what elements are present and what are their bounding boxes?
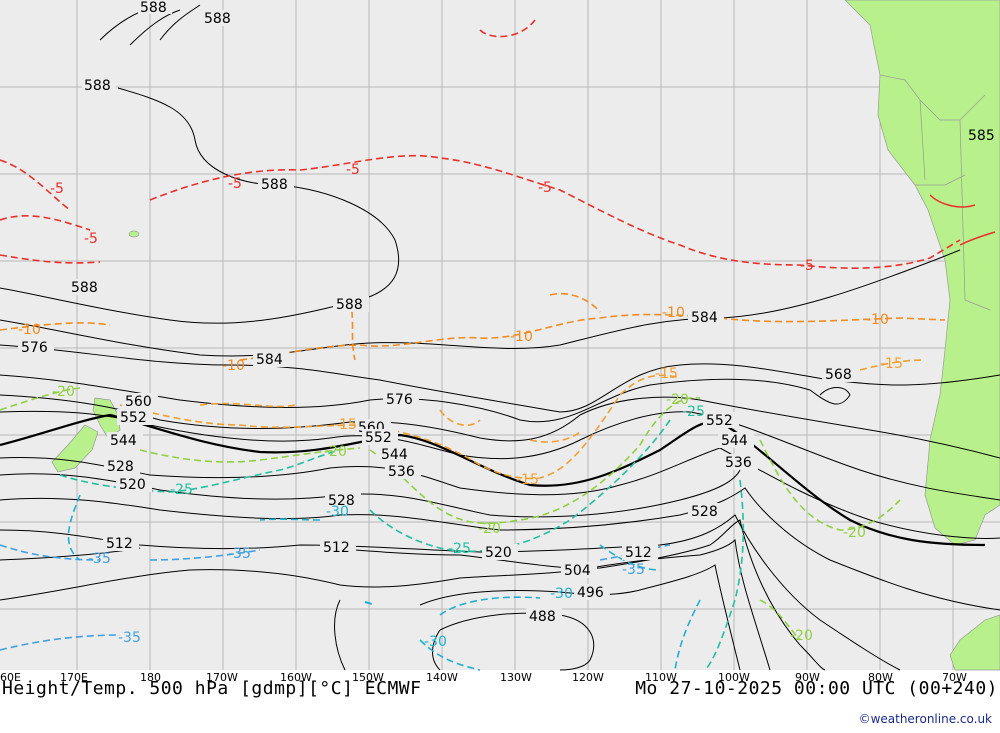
height-label: 552	[365, 430, 392, 446]
height-label: 520	[119, 477, 146, 493]
lon-label: 150W	[352, 671, 384, 684]
temp-label: -30	[424, 634, 447, 650]
temp-label: -20	[324, 444, 347, 460]
height-label: 512	[625, 545, 652, 561]
lon-label: 60E	[0, 671, 21, 684]
temp-label: -20	[478, 521, 501, 537]
antarctic-peninsula-land	[128, 230, 1000, 671]
height-label: 536	[388, 464, 415, 480]
height-label: 552	[706, 413, 733, 429]
temp-label: -35	[118, 630, 141, 646]
lon-label: 120W	[572, 671, 604, 684]
height-label: 520	[485, 545, 512, 561]
temp-label: -35	[622, 562, 645, 578]
lon-label: 170W	[206, 671, 238, 684]
temp-label: -20	[843, 525, 866, 541]
height-label: 512	[323, 540, 350, 556]
height-label: 588	[204, 11, 231, 27]
height-label: 488	[529, 609, 556, 625]
temp-label: -5	[84, 231, 98, 247]
height-labels: 588 588 588 588 588 588 584 584 576 576 …	[18, 0, 995, 625]
height-label: 568	[825, 367, 852, 383]
height-label: 584	[256, 352, 283, 368]
temp-label: -15	[655, 366, 678, 382]
height-label: 552	[120, 410, 147, 426]
lat-lon-grid	[0, 0, 1000, 670]
height-label: 588	[261, 177, 288, 193]
forecast-time: Mo 27-10-2025 00:00 UTC (00+240)	[635, 678, 998, 699]
chart-title: Height/Temp. 500 hPa [gdmp][°C] ECMWF	[2, 678, 422, 699]
height-label: 496	[577, 585, 604, 601]
lon-label: 130W	[500, 671, 532, 684]
temp-label: -5	[50, 181, 64, 197]
height-label: 588	[140, 0, 167, 16]
height-label: 504	[564, 563, 591, 579]
temp-label: -5	[228, 176, 242, 192]
temp-label: -10	[222, 358, 245, 374]
temp-label: -25	[682, 404, 705, 420]
temp-label: -30	[326, 504, 349, 520]
height-label: 544	[110, 433, 137, 449]
temp-label: -5	[800, 258, 814, 274]
temp-label: -20	[52, 384, 75, 400]
lon-label: 170E	[60, 671, 88, 684]
temp-label: -20	[666, 392, 689, 408]
height-label: 576	[21, 340, 48, 356]
temp-label: -15	[516, 472, 539, 488]
temp-label: -25	[170, 482, 193, 498]
temp-label: -5	[346, 162, 360, 178]
temp-label: -15	[334, 417, 357, 433]
lon-label: 140W	[426, 671, 458, 684]
height-label: 528	[328, 493, 355, 509]
thick-552-contour	[0, 413, 986, 547]
credit-link[interactable]: ©weatheronline.co.uk	[858, 712, 992, 726]
temp-label: -20	[790, 628, 813, 644]
height-label: 544	[381, 447, 408, 463]
height-label: 588	[336, 297, 363, 313]
height-label: 544	[721, 433, 748, 449]
temp-label: -15	[880, 356, 903, 372]
temp-label: -35	[88, 551, 111, 567]
height-label: 588	[84, 78, 111, 94]
height-label: 560	[125, 394, 152, 410]
lon-label: 70W	[942, 671, 967, 684]
south-america-land	[844, 0, 1000, 546]
lon-label: 80W	[868, 671, 893, 684]
lon-label: 110W	[645, 671, 677, 684]
height-label: 528	[691, 504, 718, 520]
geopotential-height-contours	[0, 4, 1000, 671]
temp-label: -10	[866, 312, 889, 328]
temp-label: -5	[538, 180, 552, 196]
height-label: 528	[107, 459, 134, 475]
temp-label: -10	[18, 322, 41, 338]
temp-label: -10	[510, 329, 533, 345]
lon-label: 180	[140, 671, 161, 684]
lon-label: 100W	[718, 671, 750, 684]
height-label: 512	[106, 536, 133, 552]
temp-label: -35	[228, 546, 251, 562]
temp-label: -10	[662, 305, 685, 321]
height-label: 536	[725, 455, 752, 471]
height-label: 584	[691, 310, 718, 326]
height-label: 576	[386, 392, 413, 408]
longitude-labels: 60E 170E 180 170W 160W 150W 140W 130W 12…	[0, 671, 967, 684]
temp-label: -25	[448, 541, 471, 557]
temp-label: -30	[550, 586, 573, 602]
height-label: 588	[71, 280, 98, 296]
lon-label: 90W	[795, 671, 820, 684]
temperature-labels: -5 -5 -5 -5 -5 -5 -10 -10 -10 -10 -10 -1…	[18, 162, 903, 650]
height-label: 585	[968, 128, 995, 144]
lon-label: 160W	[280, 671, 312, 684]
